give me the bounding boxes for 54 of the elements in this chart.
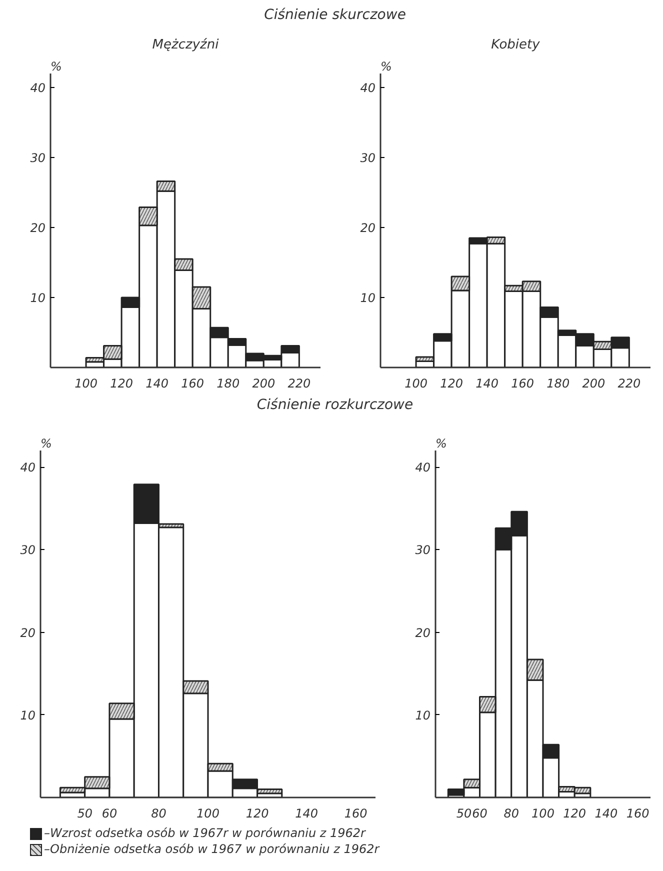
x-tick-label: 220 <box>288 376 311 390</box>
x-tick-label: 50 <box>77 806 93 820</box>
y-tick-label: 10 <box>360 291 376 305</box>
x-tick-label: 80 <box>504 806 520 820</box>
y-tick-label: 20 <box>30 221 46 235</box>
x-tick-label: 160 <box>344 806 368 820</box>
x-tick-label: 200 <box>582 376 606 390</box>
x-tick-label: 140 <box>146 376 169 390</box>
x-tick-label: 50 <box>456 806 472 820</box>
y-tick-label: 10 <box>415 708 431 722</box>
y-tick-label: 10 <box>20 708 36 722</box>
legend-label: –Obniżenie odsetka osób w 1967 w porównaniu z 1962r <box>44 842 380 856</box>
y-tick-label: 30 <box>20 543 36 558</box>
x-tick-label: 160 <box>181 376 204 390</box>
x-tick-label: 100 <box>532 806 555 820</box>
y-tick-label: 20 <box>20 626 36 640</box>
x-tick-label: 220 <box>618 376 641 390</box>
y-tick-label: 40 <box>20 460 36 475</box>
chart-subtitle: Mężczyźni <box>152 38 220 52</box>
x-tick-label: 180 <box>546 376 570 390</box>
x-tick-label: 120 <box>563 806 586 820</box>
y-axis-title: % <box>436 436 447 450</box>
y-tick-label: 40 <box>415 460 431 475</box>
y-tick-label: 20 <box>360 221 376 235</box>
chart-subtitle: Kobiety <box>491 38 540 52</box>
y-axis-title: % <box>50 60 62 74</box>
y-tick-label: 30 <box>415 543 431 558</box>
y-axis-title: % <box>40 436 52 450</box>
x-tick-label: 60 <box>102 806 118 820</box>
x-tick-label: 200 <box>252 376 276 390</box>
x-tick-label: 120 <box>246 806 270 820</box>
y-tick-label: 40 <box>30 81 46 95</box>
x-tick-label: 140 <box>295 806 318 820</box>
x-tick-label: 100 <box>74 376 98 390</box>
x-tick-label: 180 <box>216 376 240 390</box>
x-tick-label: 160 <box>626 806 650 820</box>
x-tick-label: 80 <box>151 806 167 820</box>
x-tick-label: 100 <box>196 806 220 820</box>
chart-title: Ciśnienie skurczowe <box>264 6 406 25</box>
x-tick-label: 160 <box>511 376 534 390</box>
y-tick-label: 40 <box>360 81 376 95</box>
y-axis-title: % <box>380 60 392 74</box>
x-tick-label: 140 <box>476 376 499 390</box>
y-tick-label: 30 <box>360 151 376 165</box>
x-tick-label: 120 <box>440 376 464 390</box>
y-tick-label: 20 <box>415 626 431 640</box>
x-tick-label: 60 <box>472 806 488 820</box>
legend-label: –Wzrost odsetka osób w 1967r w porównaniu z 1962r <box>44 826 366 840</box>
y-tick-label: 30 <box>30 151 46 165</box>
x-tick-label: 120 <box>110 376 134 390</box>
x-tick-label: 140 <box>594 806 618 820</box>
x-tick-label: 100 <box>404 376 428 390</box>
chart-title: Ciśnienie rozkurczowe <box>256 396 414 415</box>
y-tick-label: 10 <box>30 291 46 305</box>
